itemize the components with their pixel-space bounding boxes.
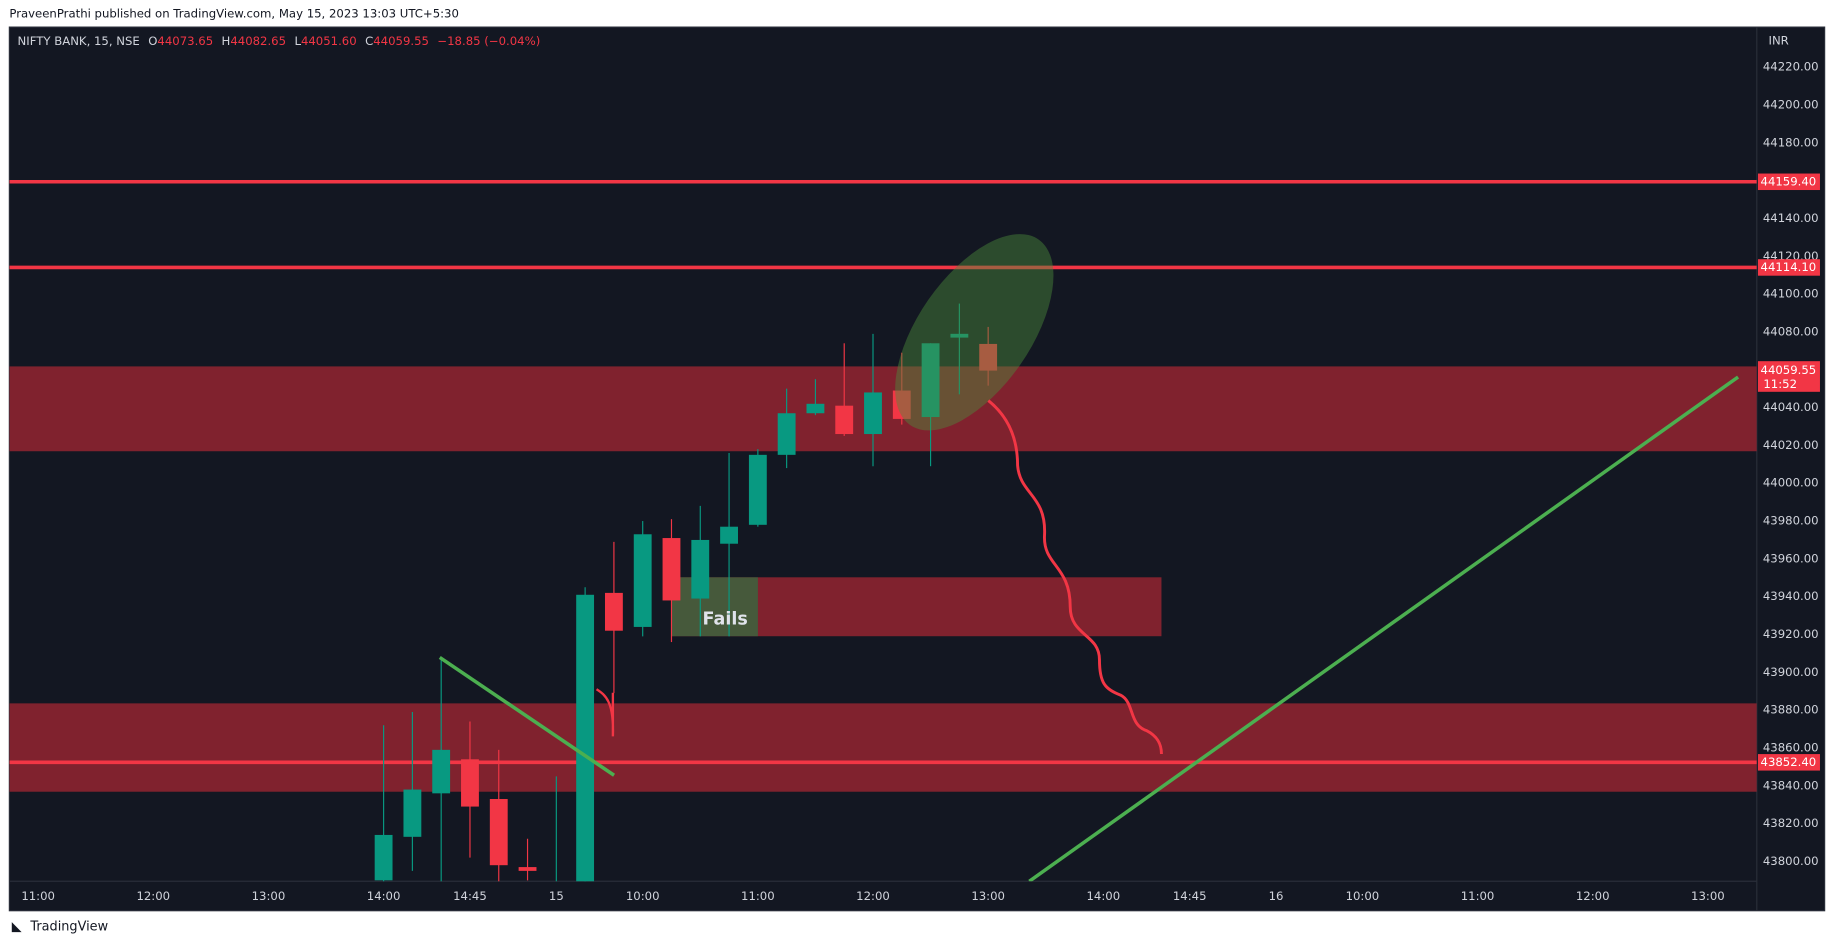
- trend-line: [438, 655, 616, 777]
- ohlc-label: O: [148, 34, 157, 48]
- axes: 44220.0044200.0044180.0044160.0044140.00…: [21, 60, 1820, 903]
- x-tick-label: 14:45: [453, 889, 487, 903]
- candle-body: [979, 343, 998, 371]
- y-tick-label: 44200.00: [1763, 97, 1819, 111]
- y-tick-label: 44080.00: [1763, 324, 1819, 338]
- ohlc-value: 44073.65: [157, 34, 213, 48]
- x-tick-label: 13:00: [1691, 889, 1725, 903]
- price-tag: [1757, 259, 1820, 276]
- price-tag-label: 44159.40: [1761, 174, 1817, 188]
- last-price-tag: [1757, 361, 1820, 392]
- candle-body: [835, 405, 854, 435]
- x-tick-label: 12:00: [136, 889, 170, 903]
- change: −18.85 (−0.04%): [437, 34, 540, 48]
- y-tick-label: 44140.00: [1763, 211, 1819, 225]
- currency: INR: [1769, 34, 1789, 48]
- y-tick-label: 44000.00: [1763, 476, 1819, 490]
- x-tick-label: 15: [549, 889, 564, 903]
- trend-line: [1028, 375, 1740, 882]
- y-tick-label: 44180.00: [1763, 135, 1819, 149]
- candle-body: [633, 534, 652, 627]
- candles: [374, 303, 998, 882]
- y-tick-label: 44040.00: [1763, 400, 1819, 414]
- candle-body: [403, 789, 422, 837]
- y-tick-label: 43900.00: [1763, 665, 1819, 679]
- candle-body: [432, 749, 451, 794]
- ohlc-value: 44051.60: [301, 34, 357, 48]
- price-tag: [1757, 173, 1820, 191]
- y-tick-label: 44100.00: [1763, 287, 1819, 301]
- y-tick-label: 43960.00: [1763, 551, 1819, 565]
- resistance-zone: [9, 366, 1757, 452]
- symbol: NIFTY BANK, 15, NSE: [18, 34, 140, 48]
- last-price: 44059.55: [1761, 363, 1817, 377]
- y-tick-label: 43980.00: [1763, 514, 1819, 528]
- candle-body: [489, 799, 508, 866]
- x-tick-label: 12:00: [1576, 889, 1610, 903]
- footer-logo: ◣: [12, 920, 22, 935]
- candle-body: [864, 392, 882, 435]
- fails-box: [671, 577, 758, 637]
- candle-body: [748, 454, 767, 525]
- x-tick-label: 10:00: [626, 889, 660, 903]
- price-tag-label: 43852.40: [1761, 755, 1817, 769]
- candle-body: [576, 594, 595, 882]
- countdown: 11:52: [1763, 377, 1797, 391]
- ohlc-value: 44082.65: [230, 34, 286, 48]
- published-note: PraveenPrathi published on TradingView.c…: [9, 7, 459, 21]
- levels: [9, 180, 1757, 765]
- plot-area: Fails: [9, 180, 1757, 882]
- x-tick-label: 11:00: [741, 889, 775, 903]
- candle-body: [691, 539, 710, 599]
- footer: TradingView: [29, 920, 108, 935]
- x-tick-label: 13:00: [252, 889, 286, 903]
- candle-body: [921, 343, 940, 418]
- x-tick-label: 11:00: [21, 889, 55, 903]
- annotation: Fails: [703, 610, 748, 630]
- x-tick-label: 13:00: [971, 889, 1005, 903]
- x-tick-label: 10:00: [1346, 889, 1380, 903]
- candle-body: [518, 867, 537, 871]
- candle-body: [604, 592, 623, 631]
- y-tick-label: 43840.00: [1763, 778, 1819, 792]
- candle-body: [777, 413, 796, 455]
- x-tick-label: 11:00: [1461, 889, 1495, 903]
- candle-body: [374, 834, 393, 881]
- candle-body: [720, 526, 738, 544]
- candle-body: [806, 403, 825, 414]
- x-tick-label: 14:00: [1086, 889, 1120, 903]
- y-tick-label: 43820.00: [1763, 816, 1819, 830]
- legend: NIFTY BANK, 15, NSE O44073.65 H44082.65 …: [18, 34, 541, 48]
- y-tick-label: 43940.00: [1763, 589, 1819, 603]
- support-zone: [9, 703, 1757, 792]
- highlight-ellipse: [895, 234, 1054, 431]
- y-tick-label: 44020.00: [1763, 438, 1819, 452]
- x-tick-label: 14:00: [367, 889, 401, 903]
- candle-body: [461, 759, 479, 807]
- ohlc-label: H: [222, 34, 231, 48]
- y-tick-label: 43800.00: [1763, 854, 1819, 868]
- projection-path: [987, 399, 1163, 755]
- price-tag-label: 44114.10: [1761, 260, 1817, 274]
- bounce-mark: [595, 688, 615, 737]
- ohlc-value: 44059.55: [373, 34, 429, 48]
- y-tick-label: 44220.00: [1763, 60, 1819, 74]
- candle-body: [662, 538, 681, 601]
- candle-body: [892, 390, 911, 419]
- y-tick-label: 43920.00: [1763, 627, 1819, 641]
- y-tick-label: 43880.00: [1763, 703, 1819, 717]
- price-tag: [1757, 754, 1820, 771]
- x-tick-label: 16: [1269, 889, 1284, 903]
- ohlc-label: L: [294, 34, 301, 48]
- ohlc-label: C: [365, 34, 373, 48]
- x-tick-label: 14:45: [1173, 889, 1207, 903]
- y-tick-label: 43860.00: [1763, 740, 1819, 754]
- candle-body: [950, 333, 969, 338]
- x-tick-label: 12:00: [856, 889, 890, 903]
